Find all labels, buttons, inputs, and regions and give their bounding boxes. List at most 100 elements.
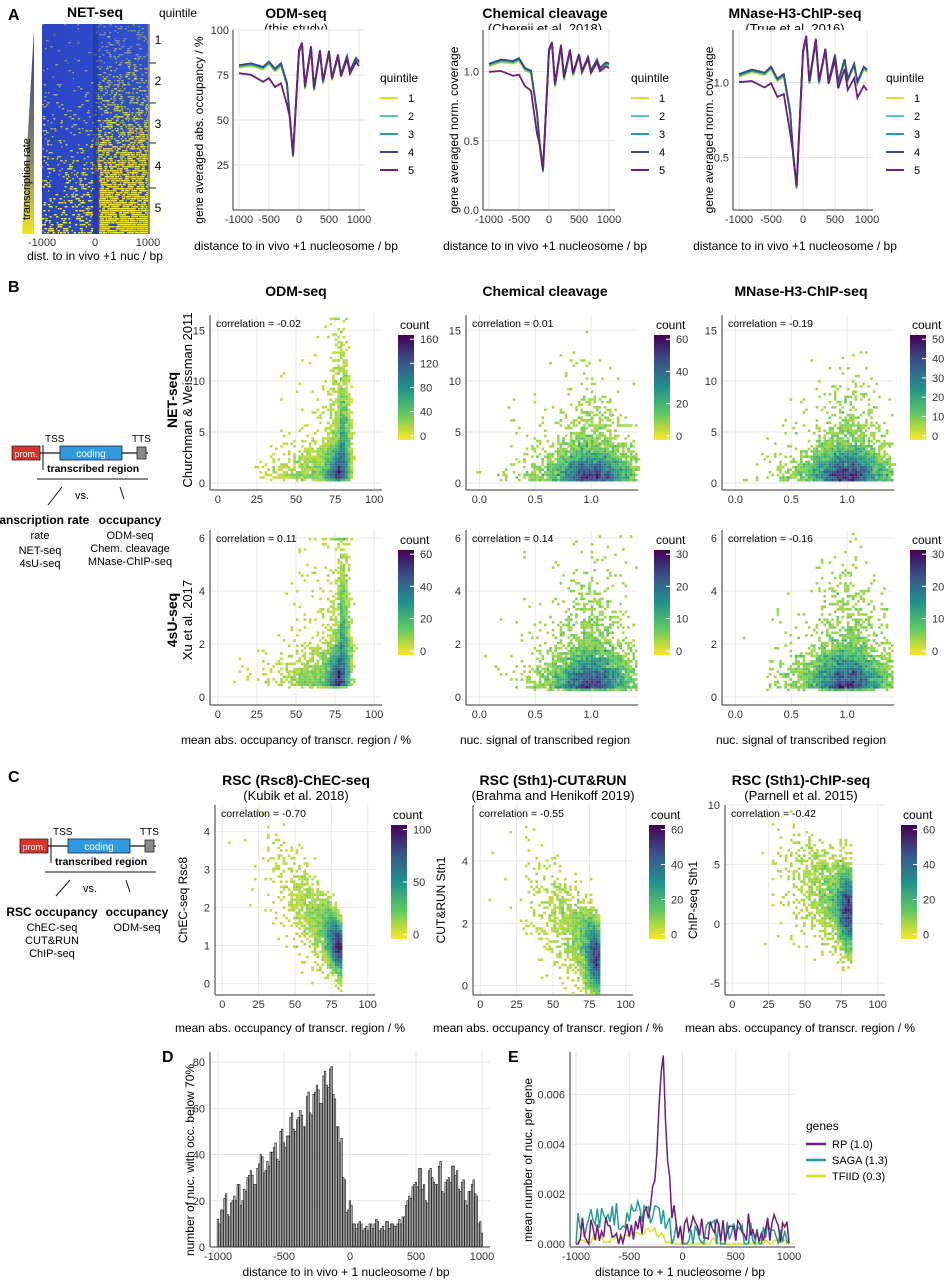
x-tick: 25 xyxy=(511,999,523,1011)
histogram-bar xyxy=(469,1191,472,1248)
a-ytick: 75 xyxy=(217,70,229,82)
histogram-bar xyxy=(309,1112,312,1248)
colorbar-tick: 0 xyxy=(420,646,426,658)
promoter-box xyxy=(11,445,41,461)
histogram-bar xyxy=(477,1223,480,1248)
c-xlabel: mean abs. occupancy of transcr. region /… xyxy=(685,1021,915,1035)
correlation-label: correlation = -0.70 xyxy=(221,808,306,820)
histogram-bar xyxy=(329,1068,332,1248)
e-legend-item: RP (1.0) xyxy=(832,1139,873,1151)
histogram-bar xyxy=(253,1184,256,1248)
quintile-label: 4 xyxy=(155,159,162,173)
c-xlabel: mean abs. occupancy of transcr. region /… xyxy=(433,1021,663,1035)
colorbar-tick: 20 xyxy=(676,399,688,411)
histogram-bar xyxy=(233,1195,236,1248)
y-tick: -5 xyxy=(710,978,720,990)
histogram-bar xyxy=(238,1184,241,1248)
x-tick: 75 xyxy=(329,709,341,721)
colorbar-tick: 20 xyxy=(932,392,944,404)
histogram-bar xyxy=(347,1209,350,1248)
histogram-bar xyxy=(314,1091,317,1248)
heatmap-xtick: -1000 xyxy=(28,237,56,249)
right-item: MNase-ChIP-seq xyxy=(88,556,172,568)
histogram-bar xyxy=(355,1228,358,1248)
e-legend: genes RP (1.0) SAGA (1.3) TFIID (0.3) xyxy=(806,1119,888,1183)
histogram-bar xyxy=(228,1216,231,1248)
histogram-bar xyxy=(437,1165,441,1248)
colorbar-tick: 20 xyxy=(420,614,432,626)
x-tick: 50 xyxy=(290,494,302,506)
a-xtick: 0 xyxy=(800,214,806,226)
correlation-label: correlation = 0.11 xyxy=(216,533,297,545)
a-xtick: -500 xyxy=(258,214,280,226)
histogram-bar xyxy=(239,1205,243,1248)
colorbar-tick: 40 xyxy=(420,581,432,593)
y-tick: 2 xyxy=(455,639,461,651)
histogram-bar xyxy=(305,1096,309,1248)
histogram-bar xyxy=(263,1172,266,1248)
histogram-bar xyxy=(274,1142,277,1248)
left-item: ChIP-seq xyxy=(29,948,75,960)
panel-d-label: D xyxy=(162,1049,174,1066)
histogram-bar xyxy=(319,1103,322,1248)
count-label: count xyxy=(400,533,430,547)
count-label: count xyxy=(400,318,430,332)
x-tick: 0.0 xyxy=(472,709,487,721)
histogram-bar xyxy=(299,1110,302,1248)
y-tick: 0 xyxy=(711,692,717,704)
d-xtick: -1000 xyxy=(204,1251,232,1263)
histogram-bar xyxy=(310,1114,313,1248)
quintile-title: quintile xyxy=(159,6,197,20)
histogram-bar xyxy=(398,1218,401,1248)
histogram-bar xyxy=(269,1151,272,1248)
e-line-plot: 0.000 0.002 0.004 0.006 -1000 -500 0 500 1000 xyxy=(537,1052,801,1263)
histogram-bar xyxy=(416,1186,419,1248)
a-xtick: 500 xyxy=(570,214,588,226)
colorbar-tick: 20 xyxy=(932,581,944,593)
y-tick: 15 xyxy=(705,325,717,337)
legend-label: 5 xyxy=(659,165,665,177)
histogram-bar xyxy=(429,1168,432,1248)
histogram-bar xyxy=(449,1181,452,1248)
histogram-bar xyxy=(287,1135,290,1248)
b-xlabel: nuc. signal of transcribed region xyxy=(716,733,886,747)
d-xtick: 1000 xyxy=(470,1251,494,1263)
y-tick: 5 xyxy=(714,859,720,871)
y-tick: 0 xyxy=(199,692,205,704)
d-ytick: 0 xyxy=(199,1242,205,1254)
histogram-bar xyxy=(300,1114,304,1248)
legend-label: 1 xyxy=(408,93,414,105)
e-ytick: 0.004 xyxy=(537,1139,565,1151)
y-tick: 15 xyxy=(193,325,205,337)
histogram-bar xyxy=(294,1131,297,1248)
c-scatter-plot-1: 0 1 2 3 4 0 25 50 75 100 correlation = -0.70 count 1… xyxy=(176,805,431,1011)
y-tick: 1 xyxy=(204,941,210,953)
legend-label: 4 xyxy=(408,147,414,159)
histogram-bar xyxy=(404,1205,408,1248)
vs-label: vs. xyxy=(83,883,97,895)
x-tick: 1.0 xyxy=(839,709,854,721)
histogram-bar xyxy=(396,1223,399,1248)
d-ylabel: number of nuc. with occ. below 70% xyxy=(183,1064,197,1256)
y-tick: 6 xyxy=(199,533,205,545)
c-plot-title: RSC (Rsc8)-ChEC-seq xyxy=(222,772,370,788)
density-cells xyxy=(488,825,601,995)
y-tick: 0 xyxy=(455,692,461,704)
a-xtick: 500 xyxy=(826,214,844,226)
histogram-bar xyxy=(325,1084,328,1248)
a-ytick: 0.5 xyxy=(714,153,729,165)
histogram-bar xyxy=(426,1202,429,1248)
histogram-bar xyxy=(432,1181,436,1248)
y-tick: 0 xyxy=(711,478,717,490)
colorbar xyxy=(654,335,670,440)
x-tick: 100 xyxy=(617,999,635,1011)
histogram-bar xyxy=(424,1200,427,1248)
histogram-bar xyxy=(231,1200,234,1248)
d-ytick: 40 xyxy=(193,1150,205,1162)
x-tick: 50 xyxy=(799,999,811,1011)
correlation-label: correlation = 0.14 xyxy=(472,533,554,545)
a-xtick: -500 xyxy=(760,214,782,226)
histogram-bar xyxy=(279,1131,282,1248)
histogram-bar xyxy=(223,1198,226,1248)
